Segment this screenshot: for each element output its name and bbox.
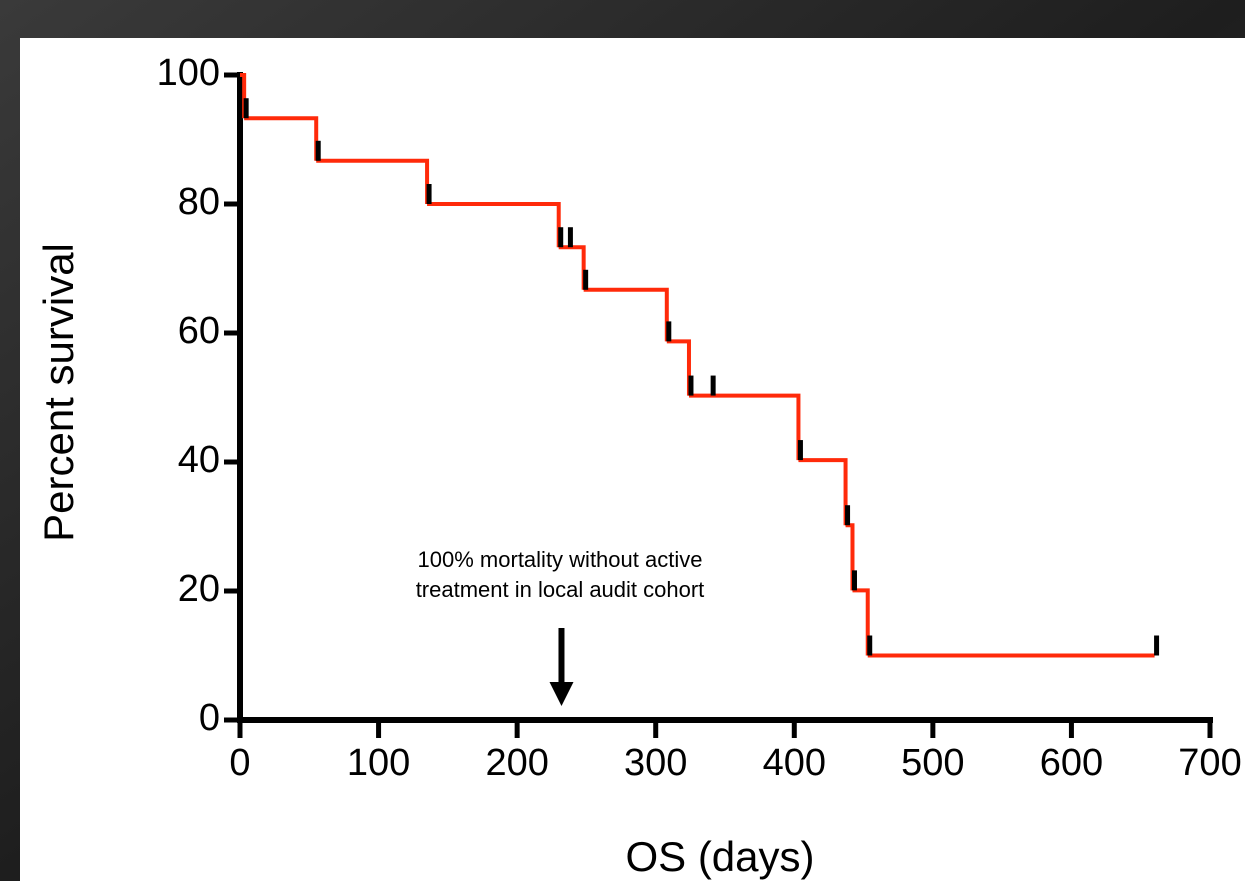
annotation-text: treatment in local audit cohort <box>416 577 705 602</box>
x-tick-label: 500 <box>901 742 964 784</box>
chart: 0 20 40 60 80 100 0 100 200 300 400 500 600 700 OS (da… <box>35 52 1242 880</box>
x-tick-label: 600 <box>1040 742 1103 784</box>
x-tick-label: 700 <box>1178 742 1241 784</box>
x-tick-label: 0 <box>229 742 250 784</box>
y-tick-label: 80 <box>178 181 220 223</box>
survival-step <box>852 588 870 656</box>
x-tick-label: 400 <box>763 742 826 784</box>
x-axis-title: OS (days) <box>625 833 814 880</box>
survival-step <box>688 393 801 461</box>
y-tick-label: 0 <box>199 697 220 739</box>
x-tick-label: 100 <box>347 742 410 784</box>
annotation-arrow-head <box>549 682 574 706</box>
y-tick-label: 100 <box>157 52 220 94</box>
y-tick-label: 60 <box>178 310 220 352</box>
annotation-text: 100% mortality without active <box>418 547 703 572</box>
x-tick-label: 300 <box>624 742 687 784</box>
x-tick-label: 200 <box>485 742 548 784</box>
y-tick-label: 40 <box>178 439 220 481</box>
y-tick-label: 20 <box>178 568 220 610</box>
survival-step <box>798 458 848 526</box>
y-axis-title: Percent survival <box>35 243 82 542</box>
